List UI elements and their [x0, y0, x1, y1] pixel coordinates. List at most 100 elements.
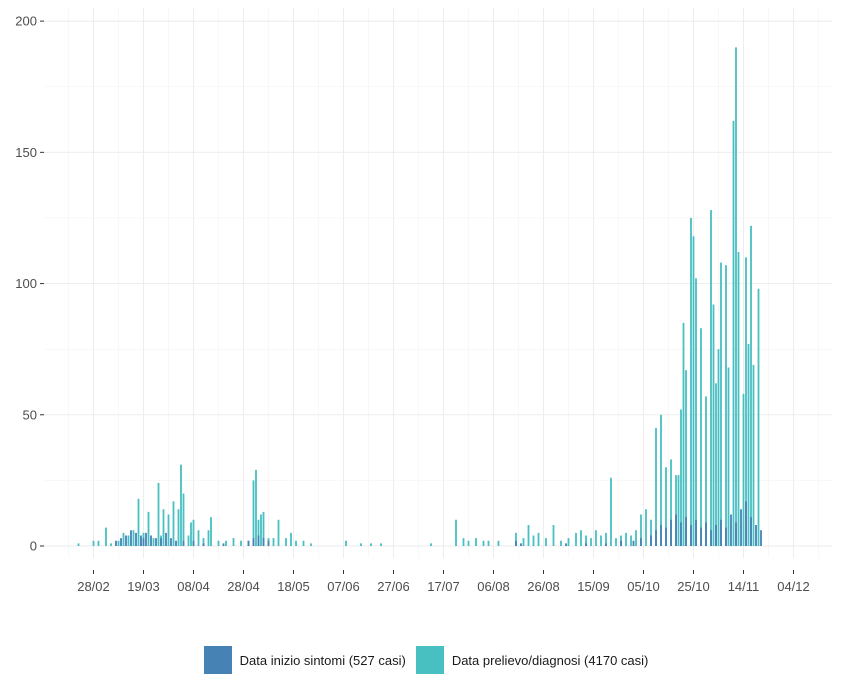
bar-prelievo — [757, 288, 760, 546]
bar-prelievo — [600, 535, 602, 546]
bar-prelievo — [190, 522, 192, 546]
bar-sintomi — [700, 527, 702, 546]
axis-layer: 0 50 100 150 200 28/02 19/03 08/04 28/04 18/05 07/… — [15, 14, 809, 594]
bar-prelievo — [77, 543, 80, 546]
bar-prelievo — [172, 501, 175, 546]
bar-prelievo — [147, 511, 150, 546]
bar-prelievo — [127, 535, 130, 546]
bar-prelievo — [152, 538, 155, 546]
bar-prelievo — [737, 252, 740, 546]
bar-sintomi — [660, 525, 662, 546]
bar-prelievo — [380, 543, 382, 546]
bar-prelievo — [162, 509, 165, 546]
x-tick-label: 18/05 — [277, 579, 310, 594]
legend-item-sintomi: Data inizio sintomi (527 casi) — [203, 646, 406, 674]
bar-sintomi — [222, 543, 225, 546]
bar-prelievo — [225, 540, 227, 546]
x-tick-label: 06/08 — [477, 579, 510, 594]
bar-sintomi — [120, 538, 122, 546]
bar-prelievo — [302, 540, 305, 546]
bar-prelievo — [272, 538, 275, 546]
bar-prelievo — [210, 517, 212, 546]
legend-label-sintomi: Data inizio sintomi (527 casi) — [239, 652, 406, 668]
bar-prelievo — [475, 538, 477, 546]
bar-sintomi — [175, 540, 177, 546]
bar-prelievo — [105, 527, 107, 546]
bar-prelievo — [732, 120, 735, 546]
bar-prelievo — [630, 535, 632, 546]
bar-prelievo — [750, 225, 752, 546]
bar-prelievo — [700, 328, 702, 546]
bar-prelievo — [670, 459, 672, 546]
bar-prelievo — [487, 540, 490, 546]
bar-prelievo — [745, 257, 747, 546]
x-tick-label: 14/11 — [728, 579, 760, 594]
bar-prelievo — [240, 540, 242, 546]
bar-prelievo — [177, 509, 180, 546]
bar-sintomi — [150, 535, 152, 546]
bar-prelievo — [217, 540, 220, 546]
bar-prelievo — [122, 532, 125, 546]
bar-sintomi — [192, 540, 195, 546]
bar-sintomi — [520, 543, 522, 546]
bar-prelievo — [710, 210, 712, 546]
bar-prelievo — [110, 543, 112, 546]
bar-prelievo — [625, 532, 627, 546]
bar-sintomi — [155, 538, 157, 546]
x-tick-label: 15/09 — [577, 579, 610, 594]
bar-prelievo — [345, 540, 347, 546]
x-tick-label: 26/08 — [527, 579, 560, 594]
bar-prelievo — [290, 532, 292, 546]
bar-prelievo — [192, 519, 195, 546]
bar-prelievo — [455, 519, 457, 546]
bar-sintomi — [650, 535, 652, 546]
bar-prelievo — [660, 414, 662, 546]
bar-prelievo — [615, 538, 617, 546]
bar-prelievo — [650, 519, 652, 546]
bar-sintomi — [125, 535, 127, 546]
bar-sintomi — [680, 522, 682, 546]
bar-sintomi — [755, 525, 757, 546]
bar-prelievo — [605, 532, 607, 546]
bar-prelievo — [157, 483, 160, 546]
bar-sintomi — [262, 538, 265, 546]
bar-prelievo — [527, 525, 530, 546]
bar-prelievo — [310, 543, 312, 546]
bar-prelievo — [252, 480, 255, 546]
y-tick-label: 200 — [15, 14, 37, 29]
legend-label-prelievo: Data prelievo/diagnosi (4170 casi) — [451, 652, 649, 668]
bar-sintomi — [565, 543, 567, 546]
y-tick-label: 0 — [30, 539, 37, 554]
bar-prelievo — [515, 532, 517, 546]
bar-prelievo — [202, 538, 205, 546]
x-tick-label: 04/12 — [777, 579, 810, 594]
bar-prelievo — [537, 532, 540, 546]
bar-sintomi — [745, 501, 747, 546]
bar-prelievo — [92, 540, 95, 546]
bar-sintomi — [735, 522, 737, 546]
bar-sintomi — [515, 540, 517, 546]
bar-prelievo — [137, 498, 140, 546]
bar-prelievo — [720, 262, 722, 546]
bar-prelievo — [467, 540, 470, 546]
bar-sintomi — [165, 532, 167, 546]
bar-sintomi — [257, 535, 260, 546]
bar-prelievo — [590, 538, 592, 546]
legend: Data inizio sintomi (527 casi) Data prel… — [0, 640, 852, 680]
bar-layer — [77, 47, 762, 547]
legend-swatch-sintomi — [203, 646, 232, 674]
bar-prelievo — [712, 304, 715, 546]
bar-prelievo — [645, 509, 647, 546]
bar-prelievo — [675, 475, 677, 546]
y-tick-label: 50 — [23, 407, 37, 422]
bar-prelievo — [232, 538, 235, 546]
legend-item-prelievo: Data prelievo/diagnosi (4170 casi) — [415, 646, 649, 674]
x-tick-label: 07/06 — [327, 579, 360, 594]
bar-prelievo — [695, 278, 697, 546]
bar-sintomi — [130, 530, 132, 546]
bar-prelievo — [545, 538, 547, 546]
bar-sintomi — [675, 514, 677, 546]
bar-prelievo — [580, 530, 582, 546]
bar-prelievo — [370, 543, 372, 546]
bar-sintomi — [182, 540, 185, 546]
